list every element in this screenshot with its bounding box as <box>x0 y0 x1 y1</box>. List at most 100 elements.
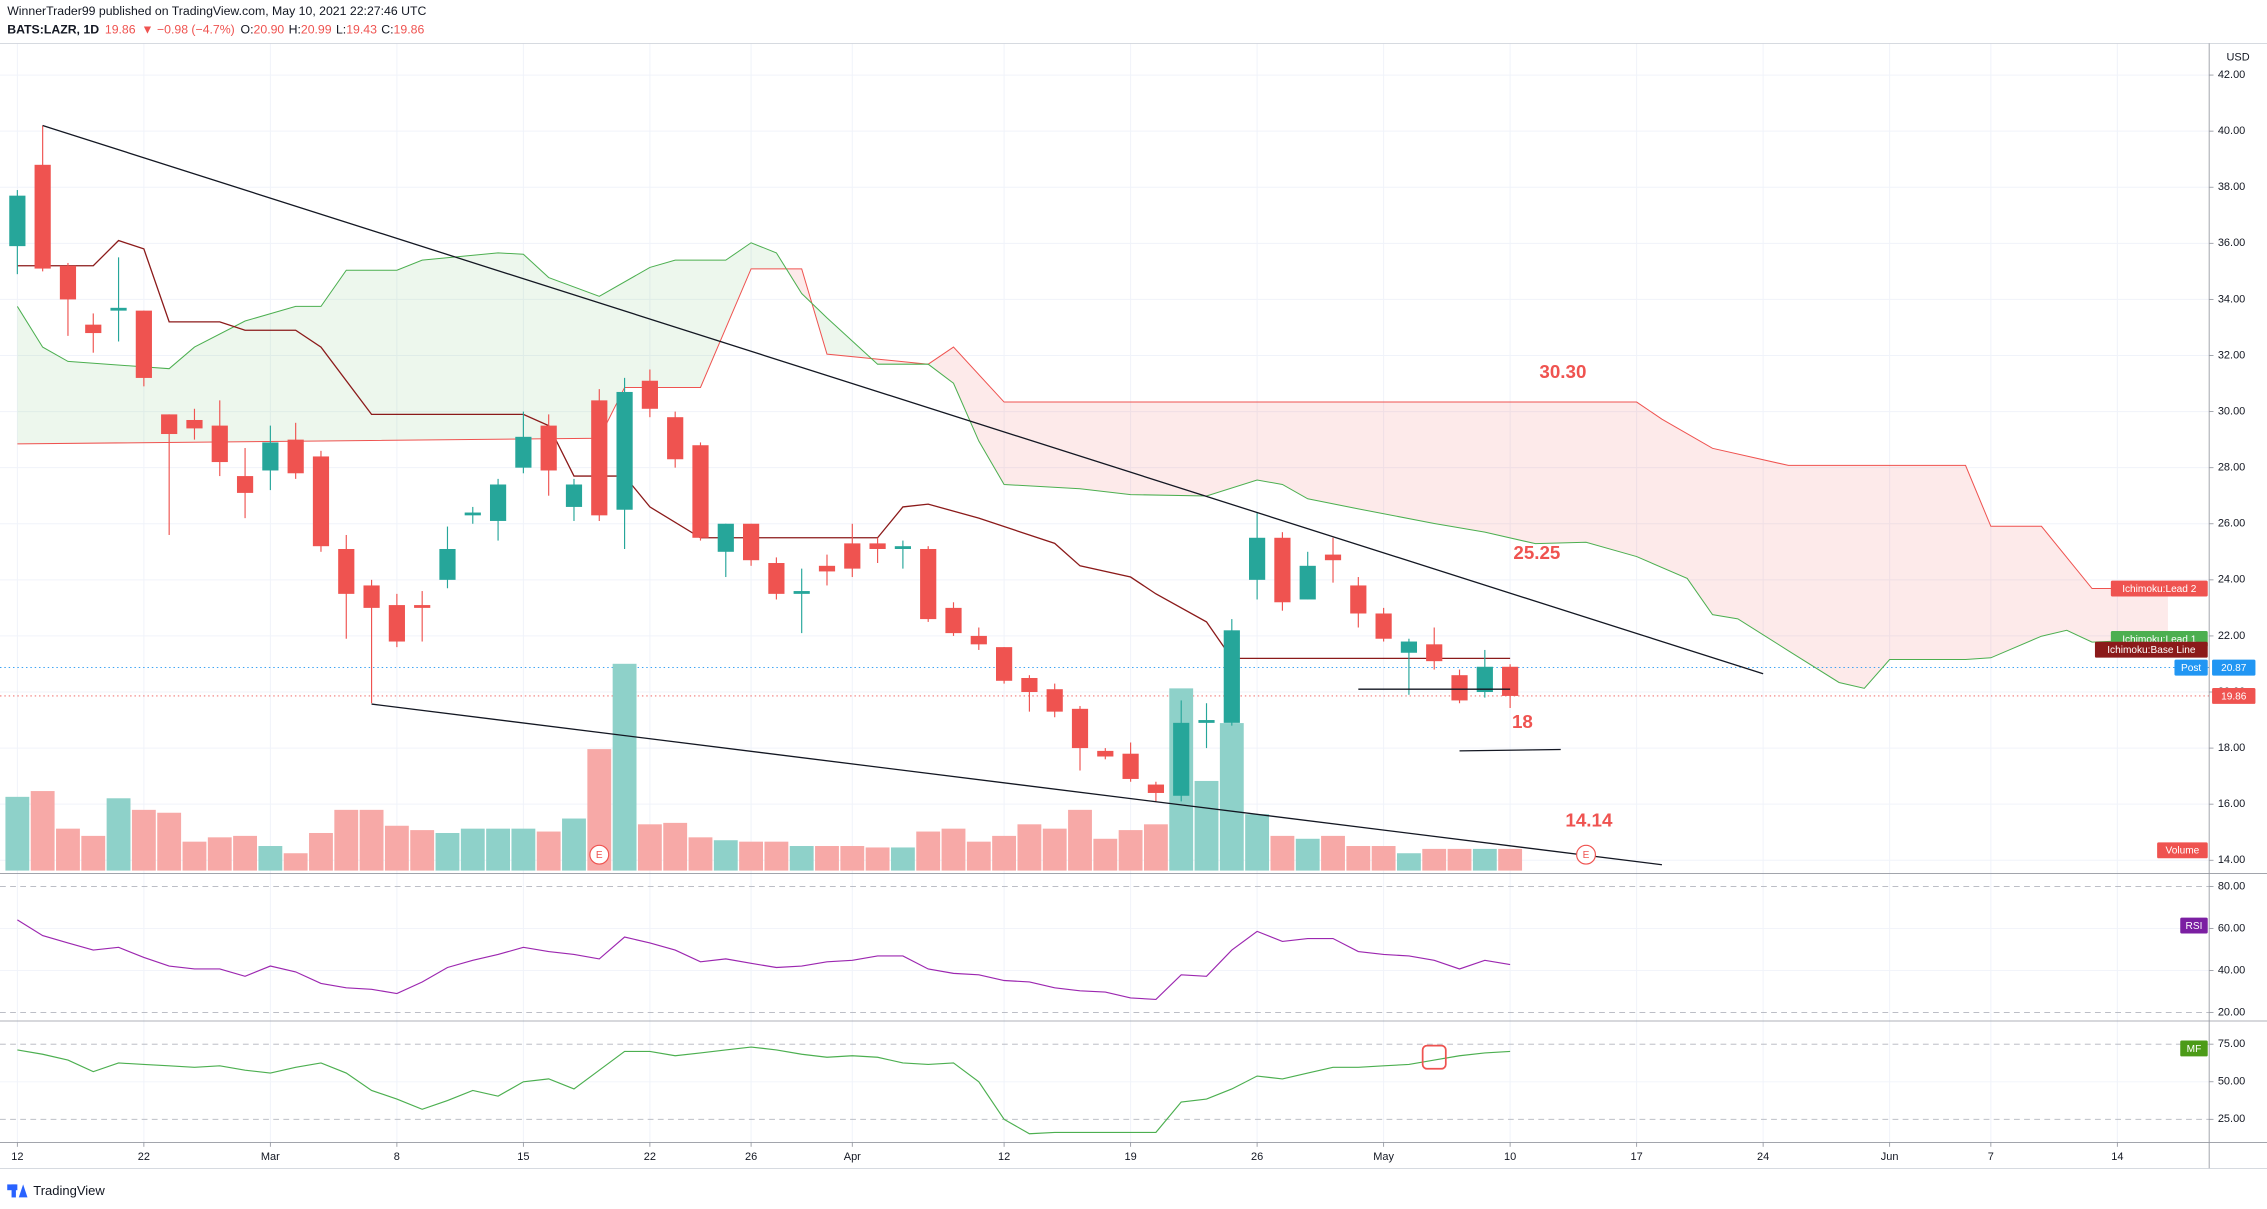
x-tick-label: Mar <box>261 1151 280 1163</box>
plot-layer: 14.00 16.00 18.00 20.00 22.00 24.00 26.00 28.00… <box>5 69 2256 1163</box>
candle-body <box>591 400 608 516</box>
y-tick-label: 50.00 <box>2218 1076 2245 1088</box>
candle-body <box>894 546 911 549</box>
x-tick-label: 22 <box>138 1151 150 1163</box>
ohlc-value: 20.90 <box>254 23 285 37</box>
volume-bar <box>1042 828 1067 871</box>
y-tick-label: 16.00 <box>2218 798 2245 810</box>
cloud <box>17 242 790 444</box>
y-tick-label: 60.00 <box>2218 922 2245 934</box>
candle-body <box>1021 677 1038 693</box>
candle-body <box>464 512 481 516</box>
candle-body <box>1198 720 1215 723</box>
trend-line <box>371 703 1663 866</box>
y-tick-label: 34.00 <box>2218 293 2245 305</box>
volume-bar <box>941 828 966 871</box>
last-price: 19.86 <box>105 23 136 37</box>
series-label-box <box>2180 917 2208 934</box>
volume-bar <box>1346 846 1371 871</box>
annotation: 18 <box>1512 711 1533 732</box>
ichimoku-line <box>16 242 2168 689</box>
highlight-box <box>1421 1044 1447 1070</box>
y-tick-label: 32.00 <box>2218 349 2245 361</box>
symbol: BATS:LAZR, 1D <box>7 23 99 37</box>
volume-bar <box>384 825 409 871</box>
cloud <box>928 359 935 369</box>
change: ▼ −0.98 (−4.7%) <box>141 23 234 37</box>
volume-bar <box>1498 848 1523 871</box>
volume-bar <box>131 809 156 871</box>
y-tick-label: 14.00 <box>2218 854 2245 866</box>
earnings-label: E <box>596 850 603 861</box>
candle-body <box>1375 613 1392 639</box>
ohlc-value: 20.99 <box>301 23 332 37</box>
x-tick-label: 22 <box>644 1151 656 1163</box>
x-tick-label: 10 <box>1504 1151 1516 1163</box>
y-tick-label: 42.00 <box>2218 69 2245 81</box>
y-tick-label: 40.00 <box>2218 125 2245 137</box>
rsi-line <box>17 919 1511 1000</box>
candle-body <box>1071 708 1089 749</box>
grid-layer <box>0 43 2210 1143</box>
x-tick-label: 8 <box>394 1151 400 1163</box>
volume-bar <box>460 828 485 871</box>
y-tick-label: 26.00 <box>2218 518 2245 530</box>
volume-bar <box>739 841 764 871</box>
candle-body <box>236 476 254 493</box>
candle-body <box>85 324 102 334</box>
trend-line <box>42 124 1764 675</box>
ohlc-label: C: <box>381 23 393 37</box>
candle-body <box>692 445 709 538</box>
candle-body <box>1223 630 1240 723</box>
candle-body <box>9 195 26 247</box>
currency: USD <box>2226 52 2249 64</box>
x-tick-label: 24 <box>1757 1151 1769 1163</box>
x-tick-label: Apr <box>844 1151 861 1163</box>
candle-body <box>59 265 77 300</box>
logo-part <box>18 1184 28 1198</box>
volume-bar <box>637 824 662 871</box>
candle-body <box>1122 753 1139 779</box>
candle-body <box>363 585 380 608</box>
y-tick-label: 28.00 <box>2218 462 2245 474</box>
y-tick-label: 22.00 <box>2218 630 2245 642</box>
volume-bar <box>81 835 106 871</box>
earnings-label: E <box>1583 850 1590 861</box>
volume-bar <box>612 663 637 871</box>
candle-body <box>1274 537 1291 603</box>
volume-bar <box>1245 814 1270 871</box>
volume-bar <box>764 841 789 871</box>
ohlc-label: O: <box>241 23 254 37</box>
volume-bar <box>1371 846 1396 871</box>
candle-body <box>1173 722 1190 796</box>
y-tick-label: 40.00 <box>2218 964 2245 976</box>
candle-body <box>186 419 203 429</box>
volume-bar <box>56 828 80 871</box>
candle-body <box>338 548 355 594</box>
candle-body <box>1097 750 1114 757</box>
volume-bar <box>1093 838 1118 871</box>
candle-body <box>34 164 51 269</box>
earnings-marker <box>1576 844 1597 865</box>
volume-bar <box>1270 835 1295 871</box>
y-tick-label: 36.00 <box>2218 237 2245 249</box>
volume-bar <box>1472 848 1497 871</box>
candle-body <box>920 548 937 620</box>
series-label-box <box>2110 580 2208 597</box>
candle-body <box>818 565 836 572</box>
candle-body <box>414 605 431 608</box>
x-tick-label: May <box>1373 1151 1394 1163</box>
x-tick-label: 26 <box>1251 1151 1263 1163</box>
candle-body <box>844 543 861 569</box>
candle-body <box>1451 675 1468 701</box>
volume-bar <box>840 846 865 871</box>
candle-body <box>768 563 785 594</box>
volume-bar <box>334 809 359 871</box>
candle-body <box>312 456 330 547</box>
x-tick-label: 12 <box>998 1151 1010 1163</box>
volume-bar <box>587 749 612 871</box>
series-label: Ichimoku:Lead 1 <box>2122 634 2197 645</box>
candle-body <box>135 310 152 378</box>
candle-body <box>1350 585 1367 614</box>
volume-bar <box>789 846 814 871</box>
